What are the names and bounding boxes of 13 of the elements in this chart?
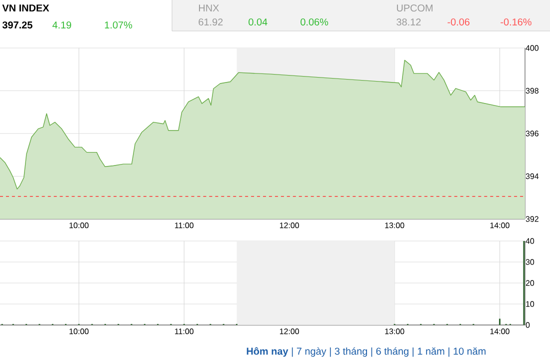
text: -0.06 xyxy=(448,18,470,26)
text: Hôm nay | 7 ngày | 3 tháng | 6 tháng | 1 năm | 10 năm xyxy=(246,347,486,357)
chart-title: VN INDEX xyxy=(2,4,50,12)
text: HNX xyxy=(199,4,220,12)
text: 0.06% xyxy=(300,18,328,26)
text: 1.07% xyxy=(104,21,132,29)
text: 38.12 xyxy=(396,18,421,26)
text: 397.25 xyxy=(2,21,32,29)
text: 4.19 xyxy=(52,21,72,29)
text: UPCOM xyxy=(396,4,432,12)
text: 61.92 xyxy=(198,18,223,26)
text: 0.04 xyxy=(248,18,268,26)
text: -0.16% xyxy=(500,18,532,26)
